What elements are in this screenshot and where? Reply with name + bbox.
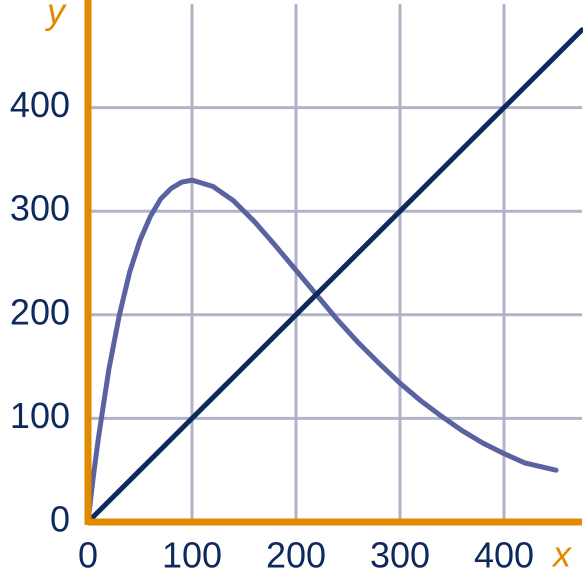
y-tick-label: 200: [10, 291, 70, 332]
x-tick-label: 200: [266, 535, 326, 575]
x-tick-label: 100: [162, 535, 222, 575]
line-series: [85, 177, 559, 525]
x-tick-label: 300: [370, 535, 430, 575]
x-tick-label: 400: [474, 535, 534, 575]
line-series: [85, 27, 583, 525]
y-tick-label: 400: [10, 84, 70, 125]
y-tick-label: 0: [50, 499, 70, 540]
y-axis-label: y: [44, 0, 67, 32]
x-tick-label: 0: [78, 535, 98, 575]
y-tick-label: 100: [10, 395, 70, 436]
y-tick-label: 300: [10, 188, 70, 229]
x-axis-label: x: [551, 534, 573, 575]
